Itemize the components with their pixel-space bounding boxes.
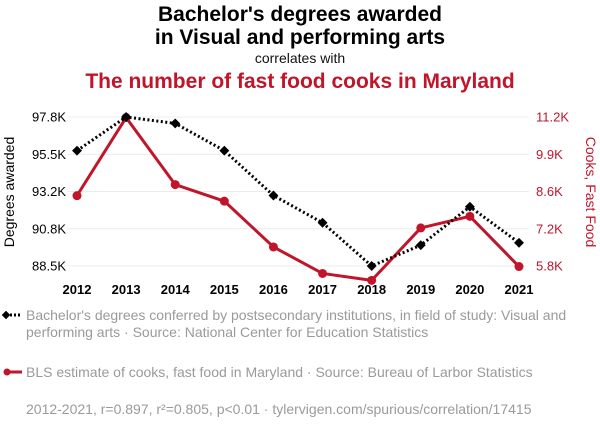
y-tick-label-right: 5.8K bbox=[536, 259, 563, 274]
x-tick-label: 2013 bbox=[112, 282, 141, 297]
series-line-degrees bbox=[76, 115, 520, 268]
data-point-cooks bbox=[367, 275, 377, 285]
data-point-degrees bbox=[415, 240, 426, 251]
data-point-degrees bbox=[219, 145, 230, 156]
data-point-cooks bbox=[514, 262, 524, 272]
y-tick-label-left: 95.5K bbox=[32, 147, 66, 162]
legend-swatch-degrees bbox=[2, 310, 22, 320]
legend-entry-cooks: BLS estimate of cooks, fast food in Mary… bbox=[26, 364, 533, 380]
right-axis: 5.8K 7.2K 8.6K 9.9K 11.2K bbox=[536, 110, 569, 274]
y-tick-label-right: 8.6K bbox=[536, 184, 563, 199]
x-tick-label: 2020 bbox=[455, 282, 484, 297]
data-point-degrees bbox=[366, 261, 377, 271]
y-axis-label-right: Cooks, Fast Food bbox=[583, 137, 599, 248]
data-point-degrees bbox=[268, 190, 279, 201]
data-point-degrees bbox=[514, 237, 524, 248]
chart-plot: 88.5K 90.8K 93.2K 95.5K 97.8K 5.8K 7.2K 8.6K 9.… bbox=[1, 110, 599, 298]
y-tick-label-right: 11.2K bbox=[536, 110, 569, 125]
chart-connector-text: correlates with bbox=[254, 50, 346, 66]
chart-title-red: The number of fast food cooks in Marylan… bbox=[85, 70, 515, 93]
x-tick-label: 2015 bbox=[210, 282, 239, 297]
data-point-cooks bbox=[268, 242, 278, 252]
y-tick-label-right: 9.9K bbox=[536, 147, 563, 162]
data-point-degrees bbox=[121, 112, 132, 122]
data-point-cooks bbox=[219, 196, 229, 206]
x-tick-label: 2021 bbox=[505, 282, 534, 297]
x-tick-label: 2012 bbox=[63, 282, 92, 297]
legend-swatch-cooks bbox=[3, 368, 22, 376]
x-axis: 2012 2013 2014 2015 2016 2017 2018 2019 2020 2021 bbox=[63, 282, 534, 297]
data-point-cooks bbox=[465, 211, 475, 221]
x-tick-label: 2016 bbox=[259, 282, 288, 297]
x-tick-label: 2019 bbox=[406, 282, 435, 297]
data-point-cooks bbox=[72, 191, 82, 201]
y-tick-label-left: 88.5K bbox=[32, 259, 66, 274]
y-axis-label-left: Degrees awarded bbox=[1, 137, 17, 248]
series-line-cooks bbox=[75, 116, 521, 282]
data-point-degrees bbox=[464, 201, 475, 212]
data-point-degrees bbox=[317, 217, 328, 228]
data-point-degrees bbox=[72, 145, 82, 156]
data-point-cooks bbox=[170, 180, 180, 190]
data-point-degrees bbox=[170, 118, 181, 129]
chart-title-line-1: Bachelor's degrees awarded bbox=[158, 3, 442, 26]
footer-stats: 2012-2021, r=0.897, r²=0.805, p<0.01 · t… bbox=[26, 401, 532, 417]
y-tick-label-left: 97.8K bbox=[32, 110, 66, 125]
data-point-cooks bbox=[416, 223, 426, 233]
x-tick-label: 2017 bbox=[308, 282, 337, 297]
y-tick-label-right: 7.2K bbox=[536, 221, 563, 236]
left-axis: 88.5K 90.8K 93.2K 95.5K 97.8K bbox=[32, 110, 66, 274]
series-group bbox=[72, 112, 524, 285]
gridlines bbox=[67, 116, 529, 267]
y-tick-label-left: 93.2K bbox=[32, 184, 66, 199]
y-tick-label-left: 90.8K bbox=[32, 221, 66, 236]
chart-title-line-2: in Visual and performing arts bbox=[154, 26, 446, 49]
x-tick-label: 2014 bbox=[161, 282, 191, 297]
legend-entry-degrees: Bachelor's degrees conferred by postseco… bbox=[26, 307, 567, 340]
x-tick-label: 2018 bbox=[357, 282, 386, 297]
data-point-cooks bbox=[318, 268, 328, 278]
